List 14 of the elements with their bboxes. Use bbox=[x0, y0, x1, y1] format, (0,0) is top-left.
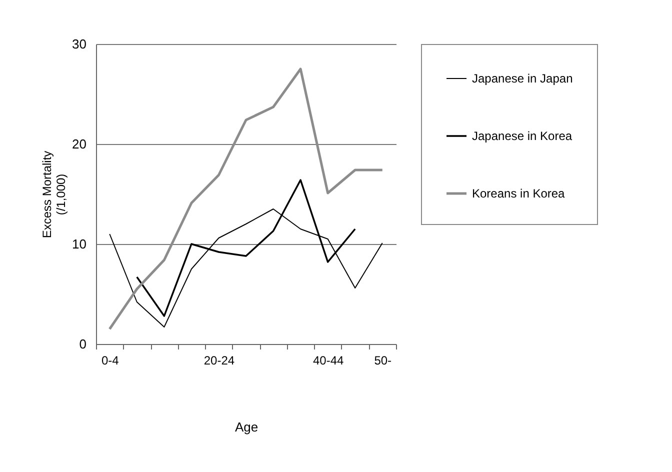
legend-label: Koreans in Korea bbox=[472, 186, 566, 200]
legend-label: Japanese in Japan bbox=[472, 72, 573, 86]
y-tick-label: 20 bbox=[72, 136, 86, 152]
x-axis-title: Age bbox=[234, 420, 258, 434]
x-tick-label: 20-24 bbox=[204, 354, 235, 368]
x-tick-label: 0-4 bbox=[101, 354, 120, 368]
line-series bbox=[108, 68, 384, 330]
y-tick-label: 0 bbox=[79, 336, 86, 352]
y-tick-label: 30 bbox=[72, 36, 86, 52]
x-tick-label: 40-44 bbox=[312, 354, 344, 368]
legend-label: Japanese in Korea bbox=[472, 129, 572, 143]
y-tick-label: 10 bbox=[72, 236, 86, 252]
y-axis-title: Excess Mortality (/1,000) bbox=[40, 150, 68, 238]
x-tick-label: 50- bbox=[374, 354, 392, 368]
